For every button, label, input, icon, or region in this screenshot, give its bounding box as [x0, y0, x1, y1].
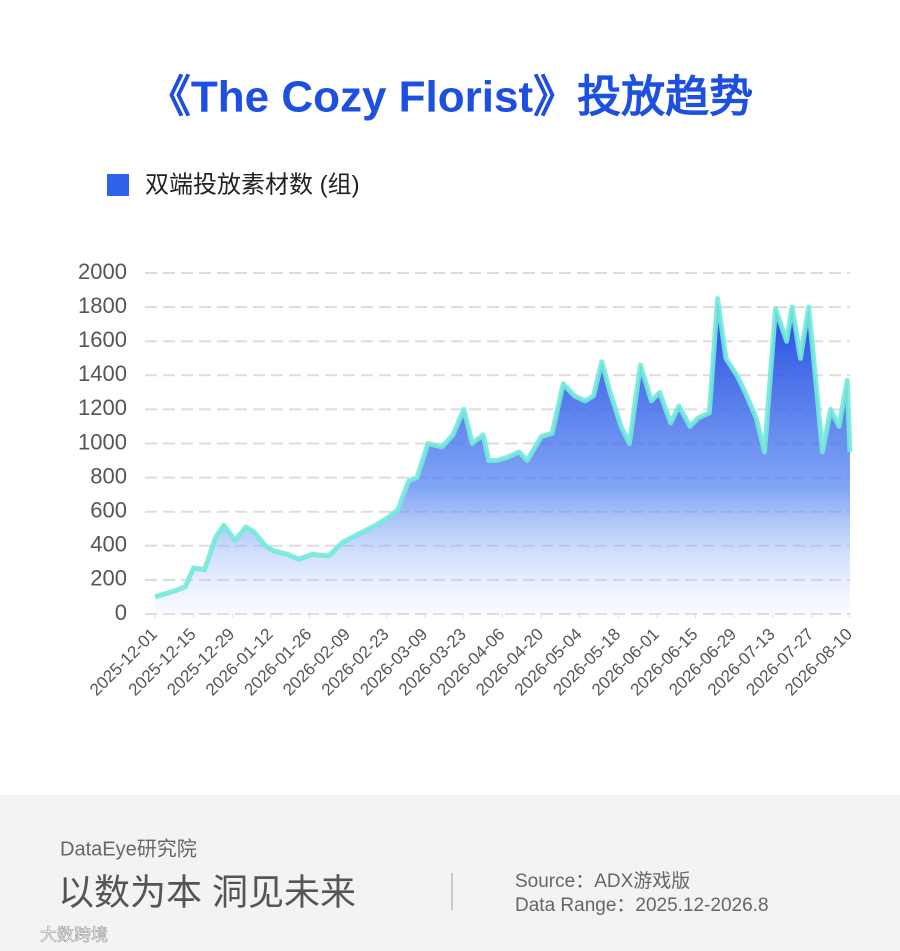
plot: 0200400600800100012001400160018002000202…	[78, 259, 856, 700]
footer-band	[0, 795, 900, 951]
line	[154, 296, 853, 600]
area	[155, 298, 850, 614]
y-tick-label: 1800	[78, 293, 127, 318]
y-tick-label: 1600	[78, 327, 127, 352]
y-tick-label: 400	[90, 532, 127, 557]
watermark: 大数跨境	[40, 925, 108, 944]
footer-range: Data Range：2025.12-2026.8	[515, 895, 769, 916]
y-tick-label: 2000	[78, 259, 127, 284]
footer-slogan: 以数为本 洞见未来	[58, 872, 356, 913]
y-tick-label: 1400	[78, 361, 127, 386]
legend-label: 双端投放素材数 (组)	[145, 171, 360, 198]
y-tick-label: 200	[90, 566, 127, 591]
y-tick-label: 0	[115, 600, 127, 625]
legend-swatch	[107, 174, 129, 196]
y-tick-label: 800	[90, 463, 127, 488]
footer-source: Source：ADX游戏版	[515, 870, 690, 892]
y-tick-label: 1000	[78, 429, 127, 454]
y-tick-label: 1200	[78, 395, 127, 420]
y-tick-label: 600	[90, 498, 127, 523]
footer-org: DataEye研究院	[60, 837, 197, 860]
chart-title: 《The Cozy Florist》投放趋势	[147, 73, 753, 122]
